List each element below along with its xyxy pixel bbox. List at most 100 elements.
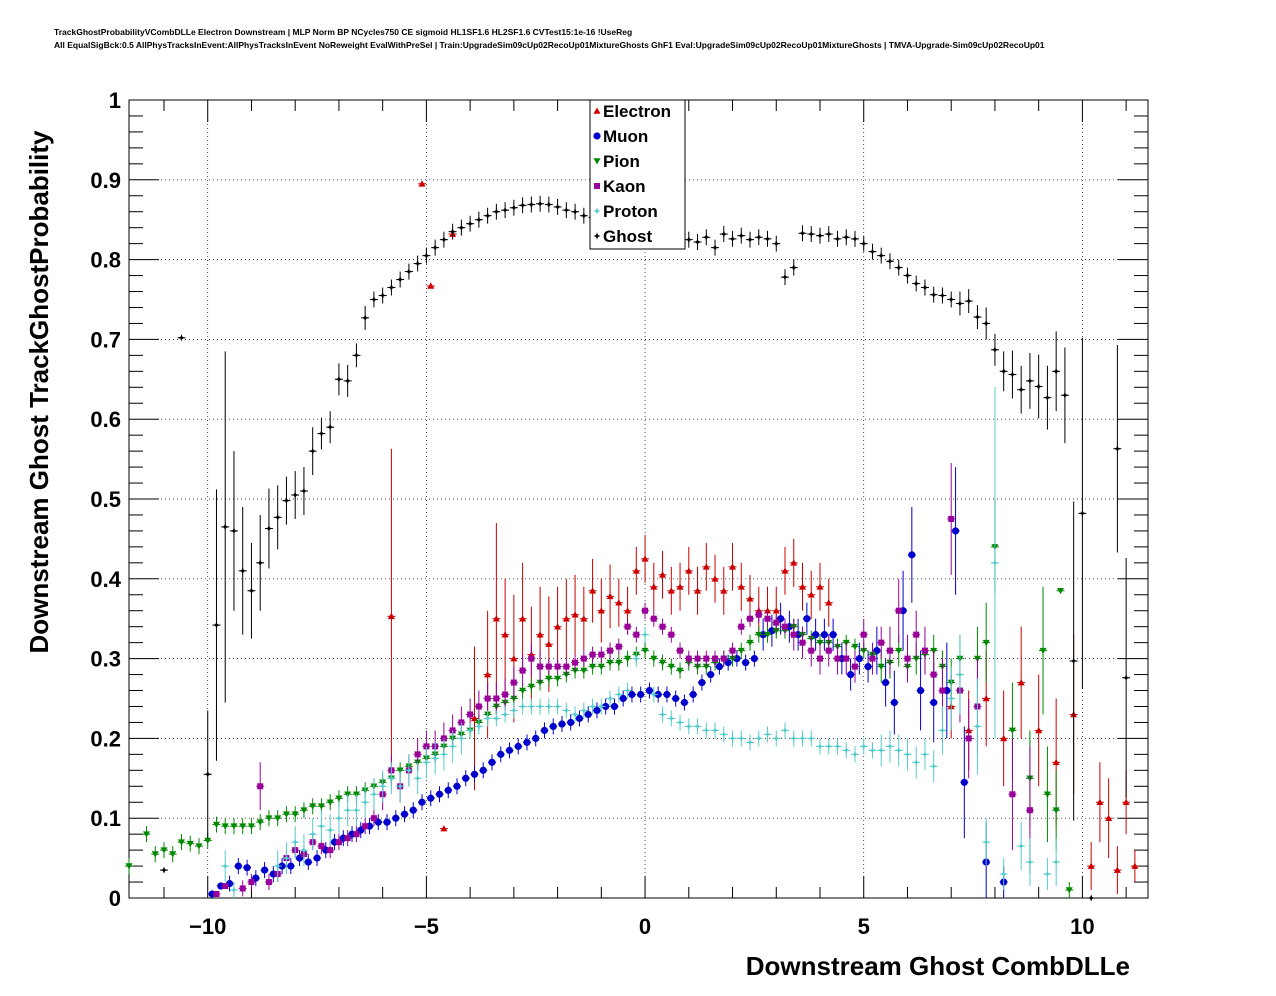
proton-point bbox=[1026, 858, 1034, 866]
proton-point bbox=[1043, 870, 1051, 878]
ghost-point bbox=[772, 240, 780, 248]
proton-point bbox=[807, 734, 815, 742]
legend-marker-muon bbox=[593, 132, 601, 140]
ghost-point bbox=[851, 235, 859, 243]
proton-point bbox=[659, 710, 667, 718]
x-tick-label: 0 bbox=[639, 914, 651, 939]
kaon-point bbox=[484, 695, 491, 702]
series-muon bbox=[208, 467, 1008, 898]
ghost-point bbox=[309, 447, 317, 455]
muon-point bbox=[715, 662, 724, 671]
muon-point bbox=[890, 698, 898, 707]
electron-point bbox=[694, 587, 702, 594]
proton-point bbox=[947, 695, 955, 702]
proton-point bbox=[895, 746, 903, 754]
kaon-point bbox=[624, 623, 631, 630]
proton-point bbox=[501, 710, 509, 718]
muon-point bbox=[444, 786, 452, 794]
muon-point bbox=[750, 655, 758, 663]
electron-point bbox=[772, 607, 780, 614]
proton-point bbox=[484, 714, 492, 722]
muon-point bbox=[654, 690, 662, 699]
electron-point bbox=[554, 623, 562, 630]
ghost-point bbox=[912, 280, 920, 288]
muon-point bbox=[532, 734, 540, 743]
ghost-point bbox=[825, 230, 833, 238]
electron-point bbox=[484, 671, 492, 678]
kaon-point bbox=[519, 667, 526, 674]
proton-point bbox=[562, 706, 570, 714]
pion-point bbox=[597, 663, 605, 671]
legend-marker-kaon bbox=[594, 183, 600, 189]
kaon-point bbox=[869, 655, 876, 662]
proton-point bbox=[772, 734, 780, 742]
pion-point bbox=[877, 663, 885, 671]
proton-point bbox=[991, 559, 999, 567]
proton-point bbox=[877, 746, 885, 754]
ghost-point bbox=[580, 212, 588, 220]
proton-point bbox=[422, 758, 430, 766]
muon-point bbox=[479, 766, 487, 774]
proton-point bbox=[361, 798, 369, 806]
muon-point bbox=[593, 706, 601, 715]
kaon-point bbox=[703, 655, 710, 662]
muon-point bbox=[960, 778, 968, 786]
proton-point bbox=[475, 722, 483, 730]
legend-label-ghost: Ghost bbox=[603, 227, 652, 246]
ghost-point bbox=[212, 621, 220, 629]
ghost-point bbox=[1061, 391, 1069, 399]
pion-point bbox=[764, 631, 772, 639]
proton-point bbox=[492, 714, 500, 722]
electron-point bbox=[667, 587, 675, 594]
kaon-point bbox=[528, 655, 535, 662]
proton-point bbox=[729, 734, 737, 742]
pion-point bbox=[562, 671, 570, 679]
proton-point bbox=[571, 710, 579, 718]
muon-point bbox=[523, 738, 531, 746]
pion-point bbox=[746, 639, 754, 647]
muon-point bbox=[951, 527, 960, 535]
kaon-point bbox=[712, 655, 719, 662]
ghost-point bbox=[1113, 445, 1121, 453]
kaon-point bbox=[633, 631, 640, 638]
kaon-point bbox=[773, 619, 780, 626]
ghost-point bbox=[230, 527, 238, 535]
ghost-point bbox=[527, 201, 535, 209]
pion-point bbox=[702, 663, 710, 671]
pion-point bbox=[239, 823, 247, 830]
pion-point bbox=[291, 811, 299, 818]
kaon-point bbox=[335, 839, 342, 846]
kaon-point bbox=[467, 711, 474, 718]
electron-point bbox=[571, 611, 579, 618]
series-electron bbox=[387, 180, 1139, 895]
ghost-point bbox=[536, 200, 544, 208]
proton-point bbox=[886, 742, 894, 750]
pion-point bbox=[221, 823, 229, 830]
ghost-point bbox=[545, 201, 553, 209]
electron-point bbox=[1087, 862, 1095, 869]
x-tick-label: 5 bbox=[858, 914, 870, 939]
proton-point bbox=[903, 750, 911, 758]
electron-point bbox=[650, 583, 658, 590]
proton-point bbox=[221, 862, 229, 870]
pion-point bbox=[195, 843, 203, 850]
electron-point bbox=[1105, 814, 1113, 821]
kaon-point bbox=[213, 891, 220, 898]
proton-point bbox=[685, 722, 693, 730]
ghost-point bbox=[737, 232, 745, 240]
ghost-point bbox=[422, 252, 430, 260]
pion-point bbox=[772, 627, 780, 635]
y-tick-label: 0.8 bbox=[90, 248, 121, 273]
electron-point bbox=[501, 631, 509, 638]
proton-point bbox=[1052, 858, 1060, 866]
pion-point bbox=[860, 647, 868, 655]
muon-point bbox=[462, 774, 470, 782]
legend-label-kaon: Kaon bbox=[603, 177, 646, 196]
kaon-point bbox=[572, 659, 579, 666]
kaon-point bbox=[677, 647, 684, 654]
ghost-point bbox=[1026, 377, 1034, 385]
muon-point bbox=[453, 782, 461, 790]
electron-point bbox=[580, 615, 588, 622]
ghost-point bbox=[755, 233, 763, 241]
proton-point bbox=[676, 718, 684, 726]
